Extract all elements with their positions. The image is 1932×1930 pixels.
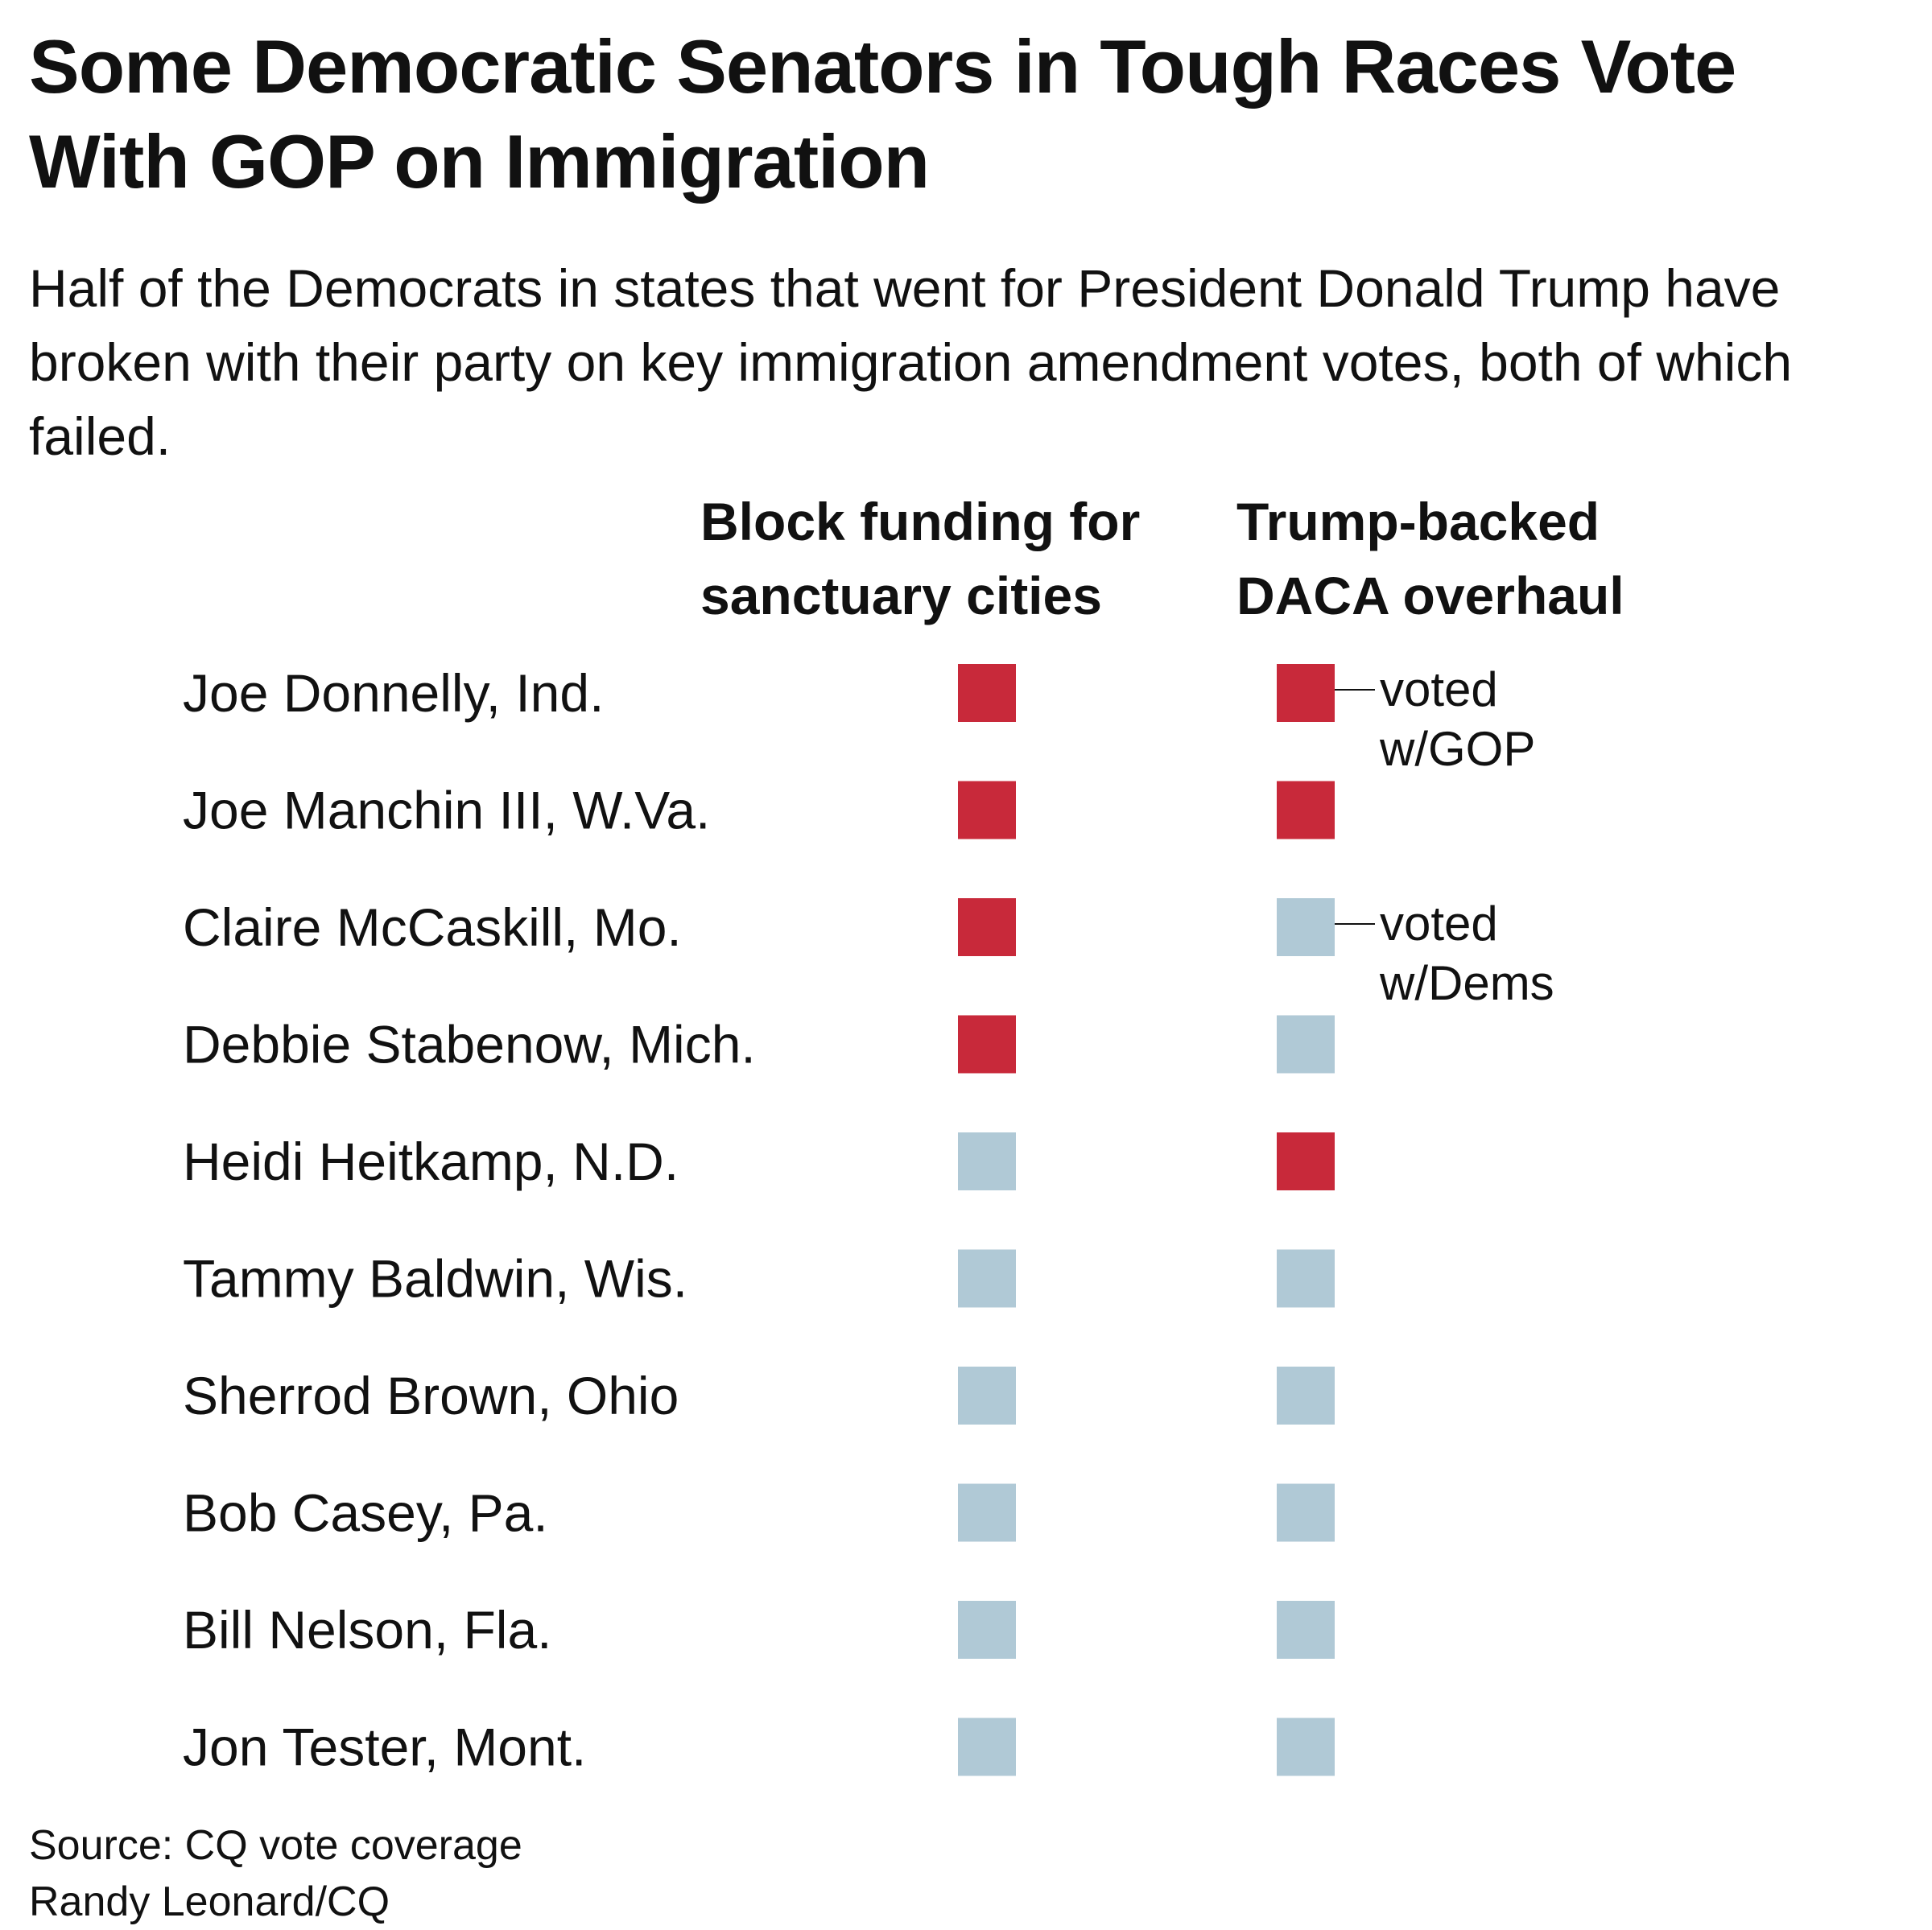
vote-square-dems bbox=[1277, 1249, 1335, 1308]
senator-name: Joe Donnelly, Ind. bbox=[183, 663, 604, 723]
vote-square-dems bbox=[958, 1249, 1016, 1308]
annotation-label: voted bbox=[1380, 897, 1498, 951]
vote-square-dems bbox=[958, 1132, 1016, 1190]
senator-name: Jon Tester, Mont. bbox=[183, 1718, 586, 1777]
column-header-daca-overhaul: Trump-backed DACA overhaul bbox=[1236, 492, 1624, 625]
senator-name: Tammy Baldwin, Wis. bbox=[183, 1249, 687, 1309]
annotation-label: w/GOP bbox=[1379, 722, 1535, 776]
vote-square-gop bbox=[1277, 1132, 1335, 1190]
vote-square-dems bbox=[958, 1601, 1016, 1659]
vote-square-dems bbox=[1277, 1601, 1335, 1659]
senator-name: Heidi Heitkamp, N.D. bbox=[183, 1132, 679, 1191]
vote-square-gop bbox=[1277, 781, 1335, 839]
source-note: Source: CQ vote coverage bbox=[29, 1822, 522, 1869]
vote-square-dems bbox=[1277, 898, 1335, 956]
senator-name: Debbie Stabenow, Mich. bbox=[183, 1015, 756, 1074]
vote-square-dems bbox=[1277, 1483, 1335, 1542]
column-header-sanctuary-cities: Block funding for sanctuary cities bbox=[700, 492, 1141, 625]
vote-square-dems bbox=[1277, 1718, 1335, 1776]
vote-square-gop bbox=[1277, 664, 1335, 722]
senator-name: Sherrod Brown, Ohio bbox=[183, 1366, 679, 1425]
senator-name: Bob Casey, Pa. bbox=[183, 1483, 548, 1543]
senator-name: Joe Manchin III, W.Va. bbox=[183, 781, 710, 840]
vote-square-gop bbox=[958, 781, 1016, 839]
vote-square-gop bbox=[958, 1015, 1016, 1074]
annotation-label: voted bbox=[1380, 662, 1498, 716]
chart-subtitle: Half of the Democrats in states that wen… bbox=[29, 258, 1793, 466]
vote-square-dems bbox=[958, 1483, 1016, 1542]
senator-name: Claire McCaskill, Mo. bbox=[183, 897, 682, 957]
vote-square-gop bbox=[958, 898, 1016, 956]
vote-square-dems bbox=[958, 1718, 1016, 1776]
vote-square-dems bbox=[1277, 1367, 1335, 1425]
vote-square-dems bbox=[958, 1367, 1016, 1425]
vote-square-dems bbox=[1277, 1015, 1335, 1074]
senator-name: Bill Nelson, Fla. bbox=[183, 1600, 552, 1660]
credit-note: Randy Leonard/CQ bbox=[29, 1878, 390, 1925]
chart-title: Some Democratic Senators in Tough Races … bbox=[29, 24, 1736, 204]
annotation-label: w/Dems bbox=[1379, 956, 1554, 1010]
vote-square-gop bbox=[958, 664, 1016, 722]
